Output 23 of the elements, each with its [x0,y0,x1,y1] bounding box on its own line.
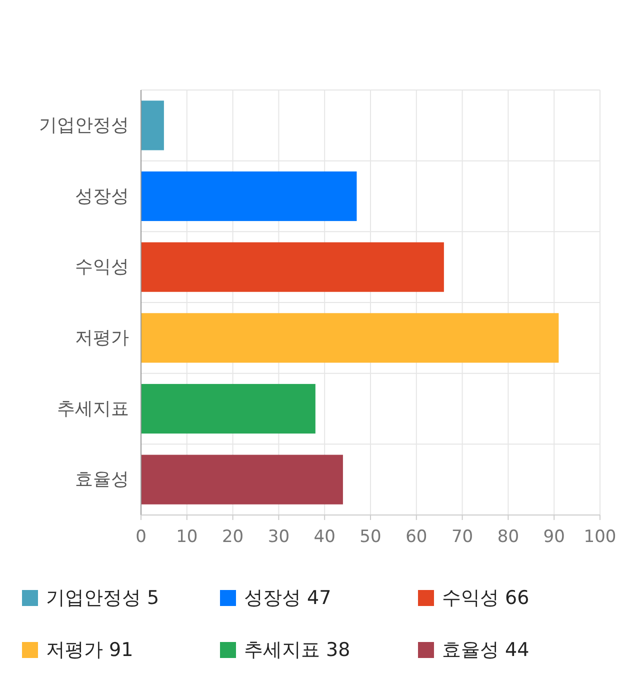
x-tick-label: 30 [268,527,290,547]
y-tick-label: 수익성 [75,256,129,278]
x-tick-label: 10 [176,527,198,547]
x-tick-label: 40 [314,527,336,547]
y-tick-label: 성장성 [75,186,129,207]
legend-label: 기업안정성 5 [46,587,160,609]
legend-label: 추세지표 38 [244,639,350,661]
legend-label: 성장성 47 [244,587,332,609]
x-tick-label: 90 [543,527,565,547]
x-tick-label: 60 [406,527,428,547]
x-tick-label: 80 [497,527,520,547]
x-tick-label: 70 [451,527,474,547]
x-tick-label: 50 [360,527,382,547]
x-tick-label: 0 [136,527,146,547]
legend-label: 저평가 91 [46,639,134,661]
legend-label: 효율성 44 [442,639,530,661]
y-tick-label: 기업안정성 [39,114,129,136]
y-tick-label: 효율성 [75,469,129,490]
y-tick-label: 추세지표 [57,398,129,420]
x-tick-label: 20 [222,527,244,547]
y-tick-label: 저평가 [75,327,129,348]
legend-label: 수익성 66 [442,587,530,609]
x-tick-label: 100 [584,527,616,547]
